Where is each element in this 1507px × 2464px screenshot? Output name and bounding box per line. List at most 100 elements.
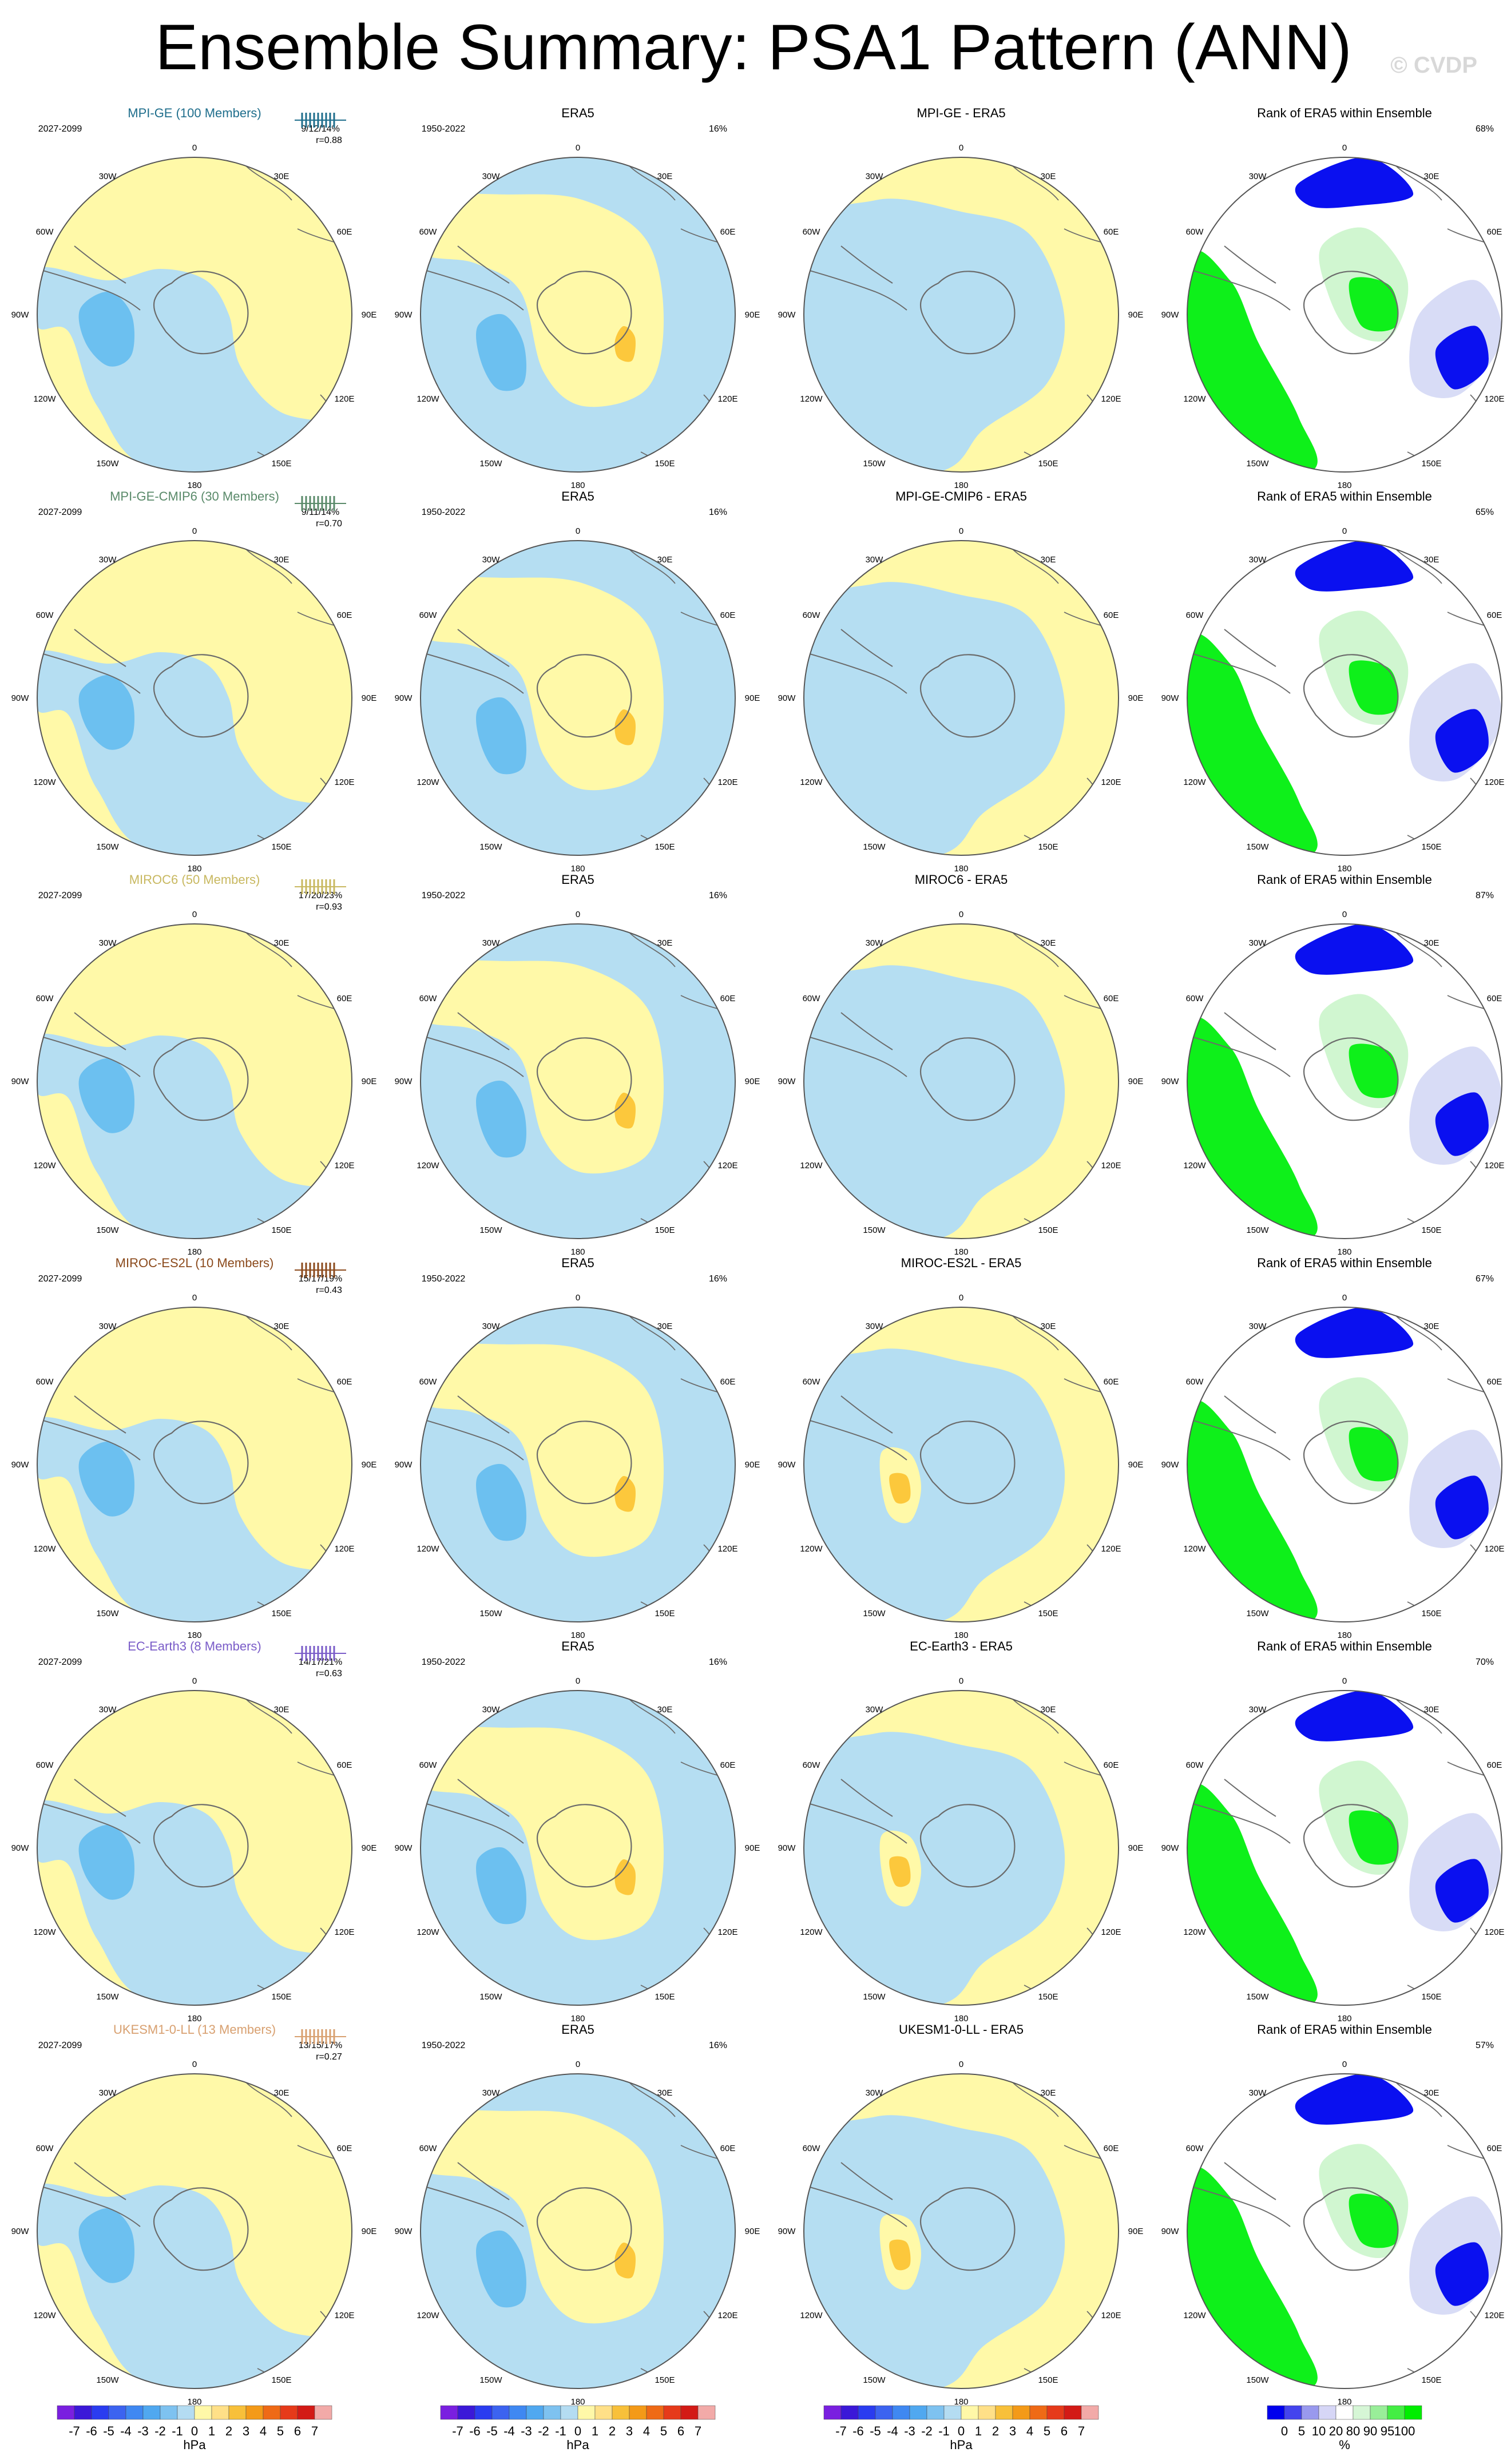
- colorbar-tick-label: -5: [870, 2424, 881, 2438]
- lon-label: 150W: [863, 1225, 886, 1235]
- lon-label: 30W: [99, 938, 117, 948]
- south-america-coastline: [804, 245, 907, 311]
- lon-label: 180: [1337, 481, 1351, 490]
- lon-label: 120E: [1484, 2311, 1504, 2320]
- map-border: [803, 1690, 1119, 2006]
- map-border: [37, 2073, 352, 2389]
- continent-coastline: [629, 932, 733, 1232]
- colorbar-swatch: [474, 2405, 493, 2420]
- strong-negative-anomaly: [78, 1824, 135, 1900]
- colorbar-swatch: [875, 2405, 893, 2420]
- difference-map-panel: 0 30E 30W 60E 60W 90E 90W 120E 120W 150E 150W 180 UK…: [778, 2022, 1144, 2407]
- lon-label: 180: [1337, 864, 1351, 874]
- lon-label: 30W: [866, 1705, 884, 1715]
- lon-label: 60W: [803, 2144, 821, 2153]
- south-america-coastline: [804, 1779, 907, 1844]
- difference-title: EC-Earth3 - ERA5: [910, 1639, 1013, 1653]
- model-title: EC-Earth3 (8 Members): [128, 1639, 261, 1653]
- model-years: 2027-2099: [38, 507, 82, 517]
- lon-label: 120W: [417, 1927, 439, 1937]
- lon-label: 30E: [1041, 555, 1056, 565]
- lon-label: 90E: [362, 693, 377, 703]
- colorbar-swatch: [892, 2405, 910, 2420]
- difference-map-panel: 0 30E 30W 60E 60W 90E 90W 120E 120W 150E 150W 180 MP…: [778, 489, 1144, 874]
- map-border: [803, 157, 1119, 473]
- lon-label: 60W: [419, 610, 438, 620]
- rank-low-core: [1435, 709, 1489, 773]
- lon-label: 60W: [803, 227, 821, 237]
- lon-label: 30E: [274, 938, 289, 948]
- lon-label: 30W: [866, 172, 884, 181]
- lon-label: 60W: [803, 994, 821, 1003]
- difference-title: UKESM1-0-LL - ERA5: [899, 2022, 1024, 2037]
- colorbar-swatch: [177, 2405, 195, 2420]
- lon-label: 90E: [1128, 1843, 1144, 1853]
- lon-label: 180: [187, 864, 201, 874]
- antarctica-coastline: [536, 271, 632, 355]
- continent-coastline: [1395, 1699, 1500, 1999]
- colorbar-tick-label: 2: [992, 2424, 999, 2438]
- lon-label: 30W: [866, 938, 884, 948]
- lon-label: 120W: [417, 2311, 439, 2320]
- map-border: [420, 540, 736, 856]
- era5-years: 1950-2022: [422, 124, 466, 134]
- lon-label: 90W: [1161, 2227, 1180, 2236]
- map-border: [803, 2073, 1119, 2389]
- map-border: [420, 1307, 736, 1622]
- rank-low-core: [1435, 2242, 1489, 2306]
- colorbar-swatch: [526, 2405, 544, 2420]
- lon-label: 30E: [1041, 172, 1056, 181]
- south-america-coastline: [421, 1012, 524, 1077]
- colorbar-tick-label: 0: [574, 2424, 581, 2438]
- south-america-coastline: [37, 1395, 141, 1461]
- antarctica-coastline: [919, 2187, 1016, 2271]
- rank-high-core: [1349, 1427, 1399, 1482]
- colorbar-tick-label: 1: [592, 2424, 598, 2438]
- continent-coastline: [245, 549, 350, 849]
- lon-label: 90W: [11, 310, 30, 320]
- map-border: [1187, 1307, 1502, 1622]
- lon-label: 120E: [334, 1544, 354, 1554]
- era5-years: 1950-2022: [422, 1274, 466, 1284]
- antarctica-coastline: [153, 1804, 249, 1888]
- lon-label: 90E: [1128, 1077, 1144, 1086]
- lon-label: 150W: [1246, 842, 1269, 852]
- lon-label: 60W: [419, 2144, 438, 2153]
- model-map-panel: 0 30E 30W 60E 60W 90E 90W 120E 120W 150E 150W 180 MP…: [11, 106, 377, 490]
- lon-label: 0: [959, 143, 963, 153]
- lon-label: 90W: [395, 1843, 413, 1853]
- colorbar-swatch: [91, 2405, 109, 2420]
- south-america-coastline: [1187, 245, 1291, 311]
- colorbar-swatch: [680, 2405, 699, 2420]
- lon-label: 150W: [96, 1609, 119, 1618]
- continent-coastline: [245, 2082, 350, 2382]
- lon-label: 30W: [482, 555, 501, 565]
- lon-label: 180: [187, 1630, 201, 1640]
- lon-label: 60E: [720, 1377, 736, 1387]
- lon-label: 30E: [274, 172, 289, 181]
- lon-label: 30W: [866, 555, 884, 565]
- lon-label: 30W: [99, 1705, 117, 1715]
- lon-label: 120E: [334, 2311, 354, 2320]
- lon-label: 120W: [33, 777, 56, 787]
- lon-label: 120E: [1484, 1544, 1504, 1554]
- lon-label: 150W: [96, 842, 119, 852]
- colorbar-tick-label: 5: [660, 2424, 667, 2438]
- model-years: 2027-2099: [38, 891, 82, 900]
- lon-label: 90W: [778, 310, 796, 320]
- rank-high-core: [1349, 1043, 1399, 1098]
- lon-label: 60W: [1186, 2144, 1204, 2153]
- colorbar-tick-label: 7: [695, 2424, 701, 2438]
- rank-low-region: [1295, 541, 1414, 592]
- model-years: 2027-2099: [38, 124, 82, 134]
- lon-label: 120E: [717, 394, 737, 404]
- strong-positive-anomaly: [614, 709, 636, 745]
- lon-label: 30W: [482, 172, 501, 181]
- era5-map-panel: 0 30E 30W 60E 60W 90E 90W 120E 120W 150E 150W 180 ER…: [395, 872, 760, 1257]
- lon-label: 0: [1342, 910, 1347, 919]
- colorbar-unit: hPa: [183, 2438, 206, 2452]
- lon-label: 150W: [96, 2375, 119, 2385]
- era5-years: 1950-2022: [422, 507, 466, 517]
- continent-coastline: [1012, 2082, 1116, 2382]
- lon-label: 30W: [1249, 938, 1267, 948]
